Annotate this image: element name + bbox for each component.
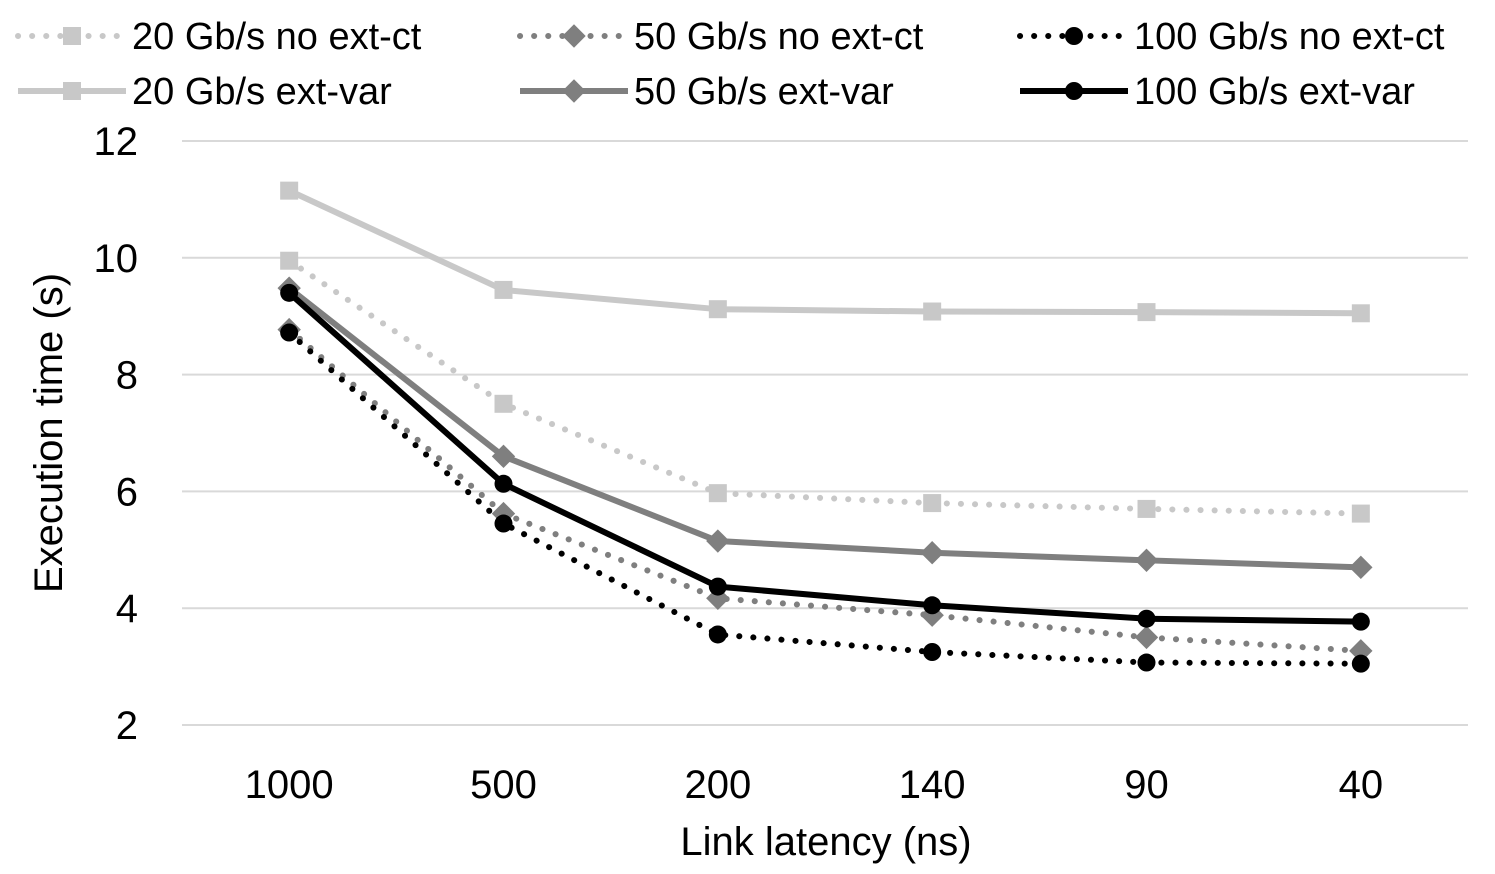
legend-swatch-marker	[63, 27, 81, 45]
y-tick-label: 10	[94, 237, 139, 281]
legend-label: 50 Gb/s no ext-ct	[634, 16, 924, 58]
legend-label: 20 Gb/s ext-var	[132, 71, 392, 113]
series-20-gb-s-no-ext-ct	[280, 251, 1370, 523]
series-50-gb-s-no-ext-ct	[277, 317, 1373, 663]
data-point	[923, 494, 942, 513]
data-point	[923, 302, 942, 321]
data-point	[494, 474, 513, 493]
data-point	[708, 484, 727, 503]
legend-swatch-marker	[1065, 27, 1083, 45]
legend-label: 100 Gb/s ext-var	[1134, 71, 1415, 113]
data-point	[494, 514, 513, 533]
data-point	[1134, 625, 1159, 650]
data-point	[280, 181, 299, 200]
x-tick-label: 200	[684, 763, 751, 807]
data-point	[1134, 548, 1159, 573]
data-point	[494, 280, 513, 299]
data-point	[1137, 303, 1156, 322]
legend-entry: 100 Gb/s ext-var	[1020, 71, 1415, 113]
data-point	[280, 283, 299, 302]
legend-entry: 20 Gb/s ext-var	[18, 71, 392, 113]
data-point	[1351, 612, 1370, 631]
x-axis-ticks: 1000 500 200 140 90 40	[245, 763, 1383, 807]
legend-label: 20 Gb/s no ext-ct	[132, 16, 422, 58]
legend-entry: 100 Gb/s no ext-ct	[1017, 16, 1445, 58]
y-axis-ticks: 2 4 6 8 10 12	[94, 120, 139, 748]
legend-swatch-marker	[63, 82, 81, 100]
data-point	[708, 300, 727, 319]
legend-swatch-marker	[1065, 82, 1083, 100]
legend-swatch-marker	[562, 24, 586, 48]
series-line	[286, 257, 1364, 517]
y-axis-title: Execution time (s)	[27, 273, 71, 593]
data-point	[706, 529, 730, 553]
x-tick-label: 500	[470, 763, 537, 807]
legend-entry: 20 Gb/s no ext-ct	[15, 16, 422, 58]
data-point	[923, 643, 942, 661]
data-point	[1349, 555, 1373, 580]
x-tick-label: 140	[899, 763, 966, 807]
data-point	[280, 251, 299, 270]
data-point	[1137, 653, 1156, 672]
x-tick-label: 90	[1124, 763, 1169, 807]
legend-entry: 50 Gb/s no ext-ct	[517, 16, 924, 58]
y-tick-label: 8	[116, 354, 138, 398]
series-group	[277, 181, 1373, 673]
legend: 20 Gb/s no ext-ct 50 Gb/s no ext-ct 100 Gb…	[15, 16, 1445, 113]
x-tick-label: 1000	[245, 763, 334, 807]
x-tick-label: 40	[1339, 763, 1384, 807]
data-point	[708, 625, 727, 644]
series-100-gb-s-no-ext-ct	[280, 323, 1370, 673]
series-line	[287, 187, 1361, 317]
x-axis-title: Link latency (ns)	[680, 820, 971, 864]
data-point	[1137, 499, 1156, 518]
data-point	[494, 394, 513, 413]
y-tick-label: 6	[116, 470, 138, 514]
series-line	[286, 326, 1364, 654]
data-point	[1351, 654, 1370, 673]
data-point	[920, 541, 944, 565]
data-point	[1349, 639, 1373, 663]
y-tick-label: 4	[116, 587, 138, 631]
data-point	[1351, 504, 1370, 523]
series-line	[287, 285, 1361, 571]
data-point	[708, 577, 727, 596]
data-point	[280, 323, 299, 342]
y-tick-label: 12	[94, 120, 139, 164]
legend-label: 50 Gb/s ext-var	[634, 71, 894, 113]
series-line	[287, 290, 1361, 625]
data-point	[491, 444, 516, 469]
legend-label: 100 Gb/s no ext-ct	[1134, 16, 1445, 58]
series-20-gb-s-ext-var	[280, 181, 1370, 323]
data-point	[923, 596, 942, 615]
y-tick-label: 2	[116, 704, 138, 748]
series-line	[286, 329, 1364, 667]
data-point	[491, 501, 516, 526]
series-100-gb-s-ext-var	[280, 283, 1370, 631]
data-point	[1351, 304, 1370, 323]
legend-swatch-marker	[562, 79, 586, 103]
legend-entry: 50 Gb/s ext-var	[520, 71, 894, 113]
data-point	[1137, 609, 1156, 628]
